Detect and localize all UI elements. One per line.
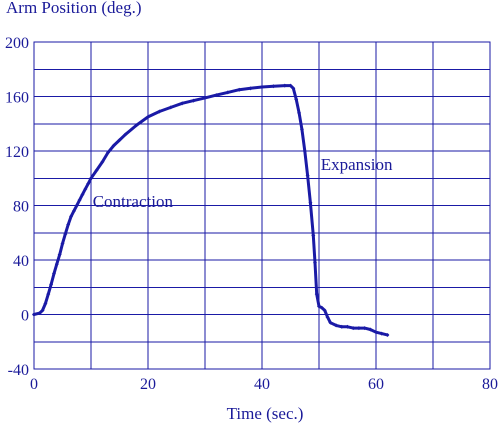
data-point	[168, 105, 173, 110]
data-point	[214, 93, 219, 98]
data-point	[117, 138, 122, 143]
data-point	[305, 173, 310, 178]
annotation-expansion: Expansion	[321, 155, 393, 174]
data-point	[37, 311, 42, 316]
data-point	[94, 168, 99, 173]
x-axis-label: Time (sec.)	[227, 404, 304, 423]
data-point	[291, 86, 296, 91]
data-point	[60, 241, 65, 246]
data-point	[86, 181, 91, 186]
data-point	[51, 271, 56, 276]
data-point	[294, 97, 299, 102]
data-point	[157, 109, 162, 114]
chart-title: Arm Position (deg.)	[6, 0, 142, 17]
data-point	[46, 292, 51, 297]
y-tick-label: 160	[5, 90, 29, 107]
data-point	[313, 260, 318, 265]
data-point	[69, 214, 74, 219]
data-point	[351, 326, 356, 331]
data-point	[83, 187, 88, 192]
data-point	[63, 232, 68, 237]
data-point	[80, 192, 85, 197]
data-point	[319, 305, 324, 310]
data-point	[328, 320, 333, 325]
y-tick-label: 200	[5, 35, 29, 52]
data-point	[180, 101, 185, 106]
data-point	[362, 326, 367, 331]
data-point	[379, 331, 384, 336]
data-point	[356, 326, 361, 331]
data-point	[317, 304, 321, 309]
data-point	[334, 323, 339, 328]
data-point	[66, 222, 71, 227]
data-series	[32, 83, 390, 337]
data-point	[345, 324, 350, 329]
y-tick-label: 40	[13, 253, 29, 270]
data-point	[74, 203, 79, 208]
data-point	[248, 86, 253, 91]
data-point	[111, 143, 116, 148]
data-point	[49, 282, 54, 287]
data-point	[32, 312, 36, 317]
data-point	[191, 98, 196, 103]
annotation-contraction: Contraction	[93, 192, 174, 211]
data-point	[43, 301, 48, 306]
y-tick-label: -40	[8, 362, 29, 379]
y-tick-label: 0	[21, 308, 29, 325]
data-point	[288, 83, 293, 88]
data-point	[146, 114, 150, 119]
data-point	[311, 233, 316, 238]
data-point	[57, 252, 62, 257]
data-point	[100, 159, 105, 164]
data-point	[271, 84, 276, 89]
data-point	[322, 308, 327, 313]
data-point	[325, 315, 330, 320]
data-point	[89, 176, 93, 181]
data-point	[314, 292, 319, 297]
data-point	[308, 200, 313, 205]
x-tick-label: 80	[482, 376, 498, 393]
data-point	[368, 327, 373, 332]
series-line	[32, 84, 389, 337]
data-point	[203, 95, 207, 100]
data-point	[237, 87, 242, 92]
x-tick-label: 20	[140, 376, 156, 393]
x-tick-label: 40	[254, 376, 270, 393]
data-point	[106, 150, 111, 155]
y-tick-label: 120	[5, 144, 29, 161]
data-point	[260, 84, 264, 89]
data-point	[54, 262, 59, 267]
data-point	[77, 198, 82, 203]
data-point	[299, 127, 304, 132]
data-point	[297, 110, 302, 115]
x-tick-label: 60	[368, 376, 384, 393]
data-point	[374, 330, 378, 335]
y-tick-label: 80	[13, 199, 29, 216]
data-point	[71, 208, 76, 213]
data-point	[225, 90, 230, 95]
data-point	[282, 83, 287, 88]
data-point	[40, 308, 45, 313]
data-point	[134, 123, 139, 128]
plot-frame	[33, 41, 491, 370]
data-point	[339, 324, 344, 329]
data-point	[385, 332, 390, 337]
x-tick-label: 0	[30, 376, 38, 393]
data-point	[123, 132, 128, 137]
data-point	[302, 149, 307, 153]
